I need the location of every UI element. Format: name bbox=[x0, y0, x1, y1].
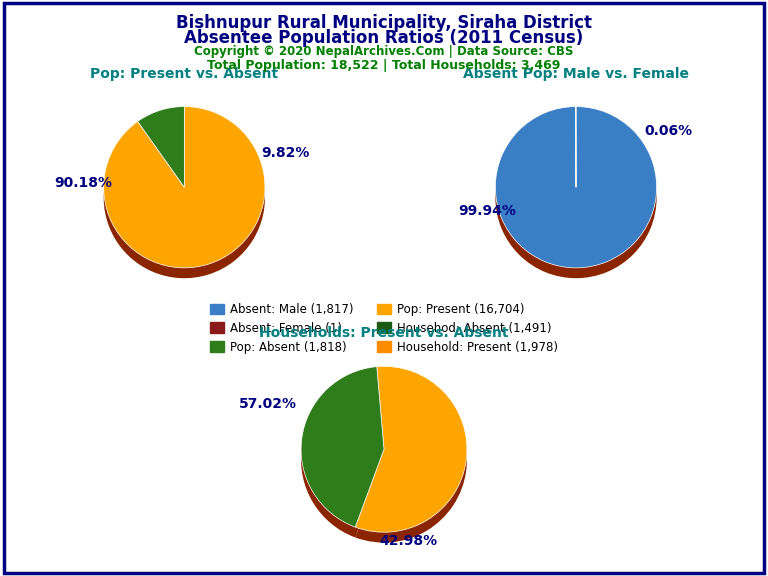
Wedge shape bbox=[137, 117, 184, 198]
Wedge shape bbox=[356, 366, 467, 532]
Title: Households: Present vs. Absent: Households: Present vs. Absent bbox=[260, 326, 508, 340]
Legend: Absent: Male (1,817), Absent: Female (1), Pop: Absent (1,818), Pop: Present (16,: Absent: Male (1,817), Absent: Female (1)… bbox=[205, 298, 563, 358]
Text: 99.94%: 99.94% bbox=[458, 204, 516, 218]
Text: 0.06%: 0.06% bbox=[644, 124, 693, 138]
Wedge shape bbox=[495, 117, 657, 278]
Text: Bishnupur Rural Municipality, Siraha District: Bishnupur Rural Municipality, Siraha Dis… bbox=[176, 14, 592, 32]
Text: 90.18%: 90.18% bbox=[55, 176, 113, 190]
Wedge shape bbox=[104, 107, 265, 268]
Wedge shape bbox=[137, 107, 184, 187]
Text: 57.02%: 57.02% bbox=[239, 397, 297, 411]
Title: Absent Pop: Male vs. Female: Absent Pop: Male vs. Female bbox=[463, 67, 689, 81]
Wedge shape bbox=[356, 377, 467, 543]
Wedge shape bbox=[301, 367, 384, 527]
Text: Copyright © 2020 NepalArchives.Com | Data Source: CBS: Copyright © 2020 NepalArchives.Com | Dat… bbox=[194, 45, 574, 58]
Text: 9.82%: 9.82% bbox=[261, 146, 310, 160]
Text: Total Population: 18,522 | Total Households: 3,469: Total Population: 18,522 | Total Househo… bbox=[207, 59, 561, 72]
Title: Pop: Present vs. Absent: Pop: Present vs. Absent bbox=[91, 67, 278, 81]
Wedge shape bbox=[104, 117, 265, 278]
Wedge shape bbox=[495, 107, 657, 268]
Text: 42.98%: 42.98% bbox=[380, 533, 438, 548]
Wedge shape bbox=[301, 377, 384, 537]
Text: Absentee Population Ratios (2011 Census): Absentee Population Ratios (2011 Census) bbox=[184, 29, 584, 47]
